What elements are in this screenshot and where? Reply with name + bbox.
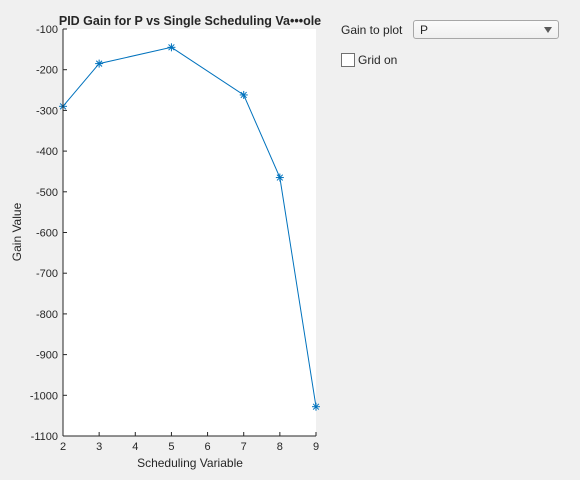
data-point-marker bbox=[95, 59, 104, 68]
y-tick-label: -500 bbox=[36, 187, 58, 199]
y-tick-label: -1100 bbox=[31, 431, 58, 443]
gain-dropdown[interactable]: P bbox=[413, 20, 559, 39]
y-tick-label: -700 bbox=[36, 268, 58, 280]
x-tick-label: 8 bbox=[277, 441, 283, 453]
plot-area bbox=[63, 29, 316, 436]
x-tick-label: 9 bbox=[313, 441, 319, 453]
gain-dropdown-value: P bbox=[420, 23, 429, 37]
data-point-marker bbox=[167, 43, 176, 52]
y-axis-label: Gain Value bbox=[10, 202, 24, 261]
y-tick-label: -600 bbox=[36, 228, 58, 240]
x-tick-label: 2 bbox=[60, 441, 66, 453]
chart-title: PID Gain for P vs Single Scheduling Va••… bbox=[59, 14, 321, 28]
y-tick-label: -800 bbox=[36, 309, 58, 321]
gain-to-plot-label: Gain to plot bbox=[341, 23, 403, 37]
x-tick-label: 4 bbox=[132, 441, 138, 453]
y-tick-label: -300 bbox=[36, 105, 58, 117]
x-tick-label: 6 bbox=[205, 441, 211, 453]
series-layer bbox=[59, 43, 320, 411]
axes-layer bbox=[62, 28, 317, 437]
y-tick-label: -900 bbox=[36, 350, 58, 362]
x-tick-label: 5 bbox=[168, 441, 174, 453]
data-point-marker bbox=[312, 402, 320, 411]
grid-checkbox[interactable] bbox=[341, 53, 355, 67]
grid-on-label[interactable]: Grid on bbox=[358, 53, 398, 67]
tick-layer: 2 3 4 5 6 7 8 9 -100 -200 -300 -400 -500 -600 -700 -800… bbox=[30, 24, 319, 453]
x-axis-label: Scheduling Variable bbox=[137, 456, 243, 470]
x-tick-label: 7 bbox=[241, 441, 247, 453]
x-tick-label: 3 bbox=[96, 441, 102, 453]
chevron-down-icon bbox=[544, 27, 552, 33]
y-tick-label: -400 bbox=[36, 146, 58, 158]
data-point-marker bbox=[275, 173, 284, 182]
y-tick-label: -100 bbox=[36, 24, 58, 36]
series-line bbox=[62, 46, 317, 407]
y-tick-label: -200 bbox=[36, 65, 58, 77]
data-point-marker bbox=[239, 90, 248, 99]
y-tick-label: -1000 bbox=[30, 390, 58, 402]
